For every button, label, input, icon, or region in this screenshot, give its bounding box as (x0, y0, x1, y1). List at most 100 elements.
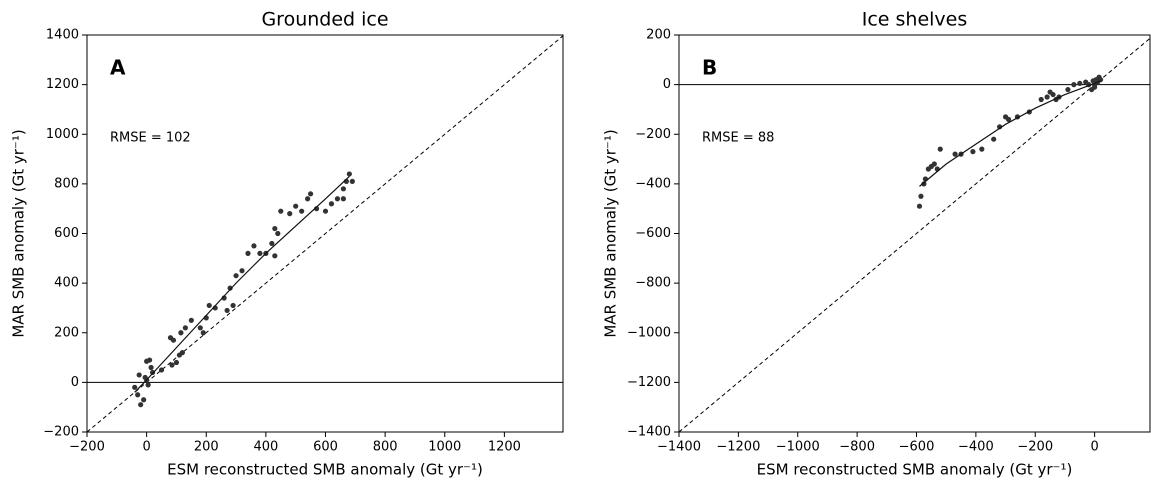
data-point (1090, 78, 1096, 84)
data-point (188, 317, 194, 323)
y-tick-label: 600 (54, 226, 79, 241)
data-point (970, 149, 976, 155)
data-point (272, 225, 278, 232)
y-tick-label: 1200 (46, 77, 79, 92)
x-tick-label: −200 (69, 440, 105, 455)
y-tick-label: 200 (646, 28, 671, 43)
identity-line (87, 35, 563, 432)
data-point (1071, 82, 1077, 88)
annotation: RMSE = 88 (702, 131, 774, 146)
y-tick-label: −1000 (627, 325, 671, 340)
y-tick-label: −1200 (627, 375, 671, 390)
y-tick-label: 200 (54, 325, 79, 340)
data-point (136, 372, 142, 378)
panel-label: A (110, 56, 126, 80)
data-point (278, 208, 284, 214)
data-point (307, 191, 314, 197)
y-tick-label: −800 (635, 276, 671, 291)
data-point (158, 367, 165, 373)
data-point (144, 358, 150, 364)
data-point (1044, 94, 1050, 100)
data-point (1050, 91, 1056, 98)
data-point (991, 136, 997, 142)
x-axis-label: ESM reconstructed SMB anomaly (Gt yr⁻¹) (167, 461, 483, 479)
x-tick-label: 1000 (428, 440, 461, 455)
chart-title: Ice shelves (862, 9, 968, 31)
x-tick-label: −1200 (716, 440, 760, 455)
data-point (182, 325, 188, 331)
y-tick-label: 800 (54, 176, 79, 191)
y-axis-label: MAR SMB anomaly (Gt yr⁻¹) (10, 129, 28, 337)
chart-title: Grounded ice (261, 9, 388, 31)
data-point (148, 364, 154, 371)
panel-label: B (702, 56, 717, 80)
y-tick-label: −1400 (627, 425, 671, 440)
data-point (251, 243, 257, 249)
data-point (293, 203, 299, 209)
x-tick-label: 0 (1090, 440, 1098, 455)
x-tick-label: 1200 (488, 440, 521, 455)
data-point (179, 350, 185, 356)
data-point (334, 196, 341, 202)
data-point (921, 181, 927, 187)
data-point (328, 201, 335, 207)
data-point (931, 161, 937, 167)
data-point (979, 146, 985, 152)
data-point (135, 392, 141, 398)
data-point (141, 397, 147, 403)
data-point (322, 208, 329, 214)
x-tick-label: 600 (313, 440, 338, 455)
y-tick-label: −600 (635, 226, 671, 241)
x-tick-label: 0 (142, 440, 150, 455)
data-point (269, 240, 275, 247)
data-point (272, 253, 278, 259)
data-point (227, 285, 233, 291)
data-point (170, 337, 177, 343)
identity-line (679, 37, 1150, 432)
data-point (349, 178, 355, 184)
data-point (142, 374, 148, 381)
data-point (346, 171, 352, 177)
x-tick-label: 400 (253, 440, 278, 455)
data-point (149, 369, 156, 376)
data-point (224, 307, 230, 314)
data-point (952, 151, 958, 157)
x-tick-label: −600 (899, 440, 935, 455)
data-point (145, 382, 151, 388)
y-tick-label: 400 (54, 276, 79, 291)
data-point (937, 146, 943, 152)
data-point (275, 230, 281, 237)
y-tick-label: 0 (71, 375, 79, 390)
x-tick-label: 200 (194, 440, 219, 455)
data-point (340, 186, 346, 192)
data-point (305, 196, 311, 202)
x-tick-label: −400 (958, 440, 994, 455)
y-axis-label: MAR SMB anomaly (Gt yr⁻¹) (602, 129, 620, 337)
data-point (299, 208, 305, 214)
data-point (287, 211, 293, 217)
data-point (178, 330, 184, 336)
x-tick-label: 800 (373, 440, 398, 455)
axes-frame (86, 34, 564, 433)
y-tick-label: 1400 (46, 28, 79, 43)
annotation: RMSE = 102 (110, 131, 191, 146)
y-tick-label: −400 (635, 176, 671, 191)
fit-line (134, 175, 350, 393)
data-point (169, 362, 175, 368)
data-point (1077, 80, 1083, 86)
data-point (138, 402, 144, 408)
data-point (1092, 84, 1098, 90)
data-point (197, 325, 203, 331)
data-point (206, 302, 212, 309)
data-point (239, 268, 245, 274)
data-point (233, 273, 239, 279)
data-point (173, 359, 180, 366)
y-tick-label: 1000 (46, 127, 79, 142)
x-tick-label: −800 (839, 440, 875, 455)
y-tick-label: 0 (663, 77, 671, 92)
x-axis-label: ESM reconstructed SMB anomaly (Gt yr⁻¹) (757, 461, 1073, 479)
y-tick-label: −200 (43, 425, 79, 440)
data-point (918, 193, 924, 199)
data-point (257, 250, 263, 256)
